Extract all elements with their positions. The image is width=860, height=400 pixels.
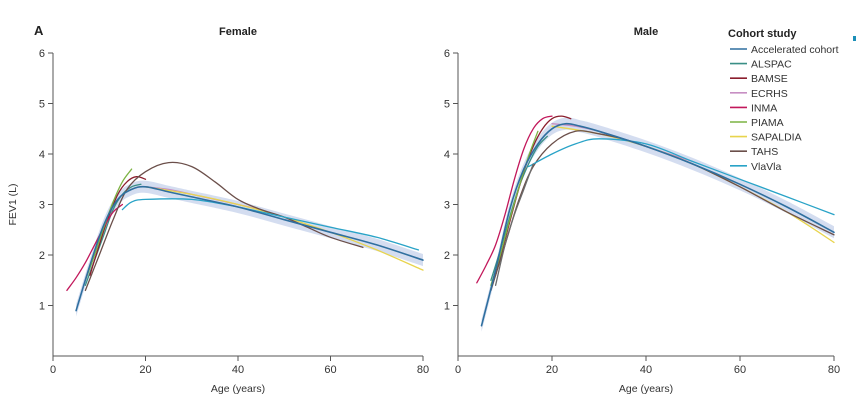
legend-label-ecrhs: ECRHS [751,88,788,100]
x-tick-label: 80 [828,364,840,376]
y-tick-label: 4 [39,149,45,161]
series-line-piama [490,130,539,286]
legend-label-tahs: TAHS [751,146,778,158]
legend-label-inma: INMA [751,102,777,114]
legend-label-piama: PIAMA [751,117,784,129]
x-tick-label: 80 [417,364,429,376]
series-line-tahs [84,161,364,292]
x-tick-label: 0 [50,364,56,376]
legend-label-accelerated-cohort: Accelerated cohort [751,44,839,56]
legend-items: Accelerated cohort ALSPAC BAMSE ECRHS INMA PI… [730,44,839,173]
legend-title: Cohort study [728,28,797,40]
confidence-band [76,180,423,317]
series-line-tahs [490,130,835,292]
series-line-bamse [494,115,572,276]
x-axis-title: Age (years) [211,383,265,395]
y-tick-label: 1 [444,301,450,313]
x-tick-label: 60 [734,364,746,376]
y-tick-label: 4 [444,149,450,161]
y-tick-label: 2 [444,250,450,262]
x-tick-label: 20 [139,364,151,376]
series-line-unlabeled [494,163,534,286]
x-tick-label: 60 [324,364,336,376]
series-line-bamse [89,176,147,276]
y-axis-title: FEV1 (L) [7,183,19,225]
series-line-accelerated-cohort [480,122,835,327]
y-tick-label: 5 [39,99,45,111]
y-tick-label: 1 [39,301,45,313]
y-tick-label: 3 [444,200,450,212]
legend-label-vlavla: VlaVla [751,161,782,173]
series-line-inma [66,203,124,292]
y-tick-label: 6 [444,48,450,60]
series-line-inma [476,115,553,284]
x-axis-title: Age (years) [619,383,673,395]
y-tick-label: 3 [39,200,45,212]
x-tick-label: 40 [232,364,244,376]
legend-label-alspac: ALSPAC [751,59,792,71]
y-tick-label: 5 [444,99,450,111]
x-tick-label: 20 [546,364,558,376]
legend-label-sapaldia: SAPALDIA [751,132,802,144]
y-tick-label: 2 [39,250,45,262]
x-tick-label: 0 [455,364,461,376]
panel-title: Male [634,26,658,38]
panel-letter: A [34,23,44,38]
x-tick-label: 40 [640,364,652,376]
series-line-sapaldia [551,125,835,244]
series-line-accelerated-cohort [75,185,424,312]
panel-title: Female [219,26,257,38]
legend-label-bamse: BAMSE [751,73,788,85]
series-line-vlavla [527,138,835,216]
y-tick-label: 6 [39,48,45,60]
legend: Cohort study Accelerated cohort ALSPAC BAM… [728,28,856,173]
legend-marker-square [853,36,856,41]
